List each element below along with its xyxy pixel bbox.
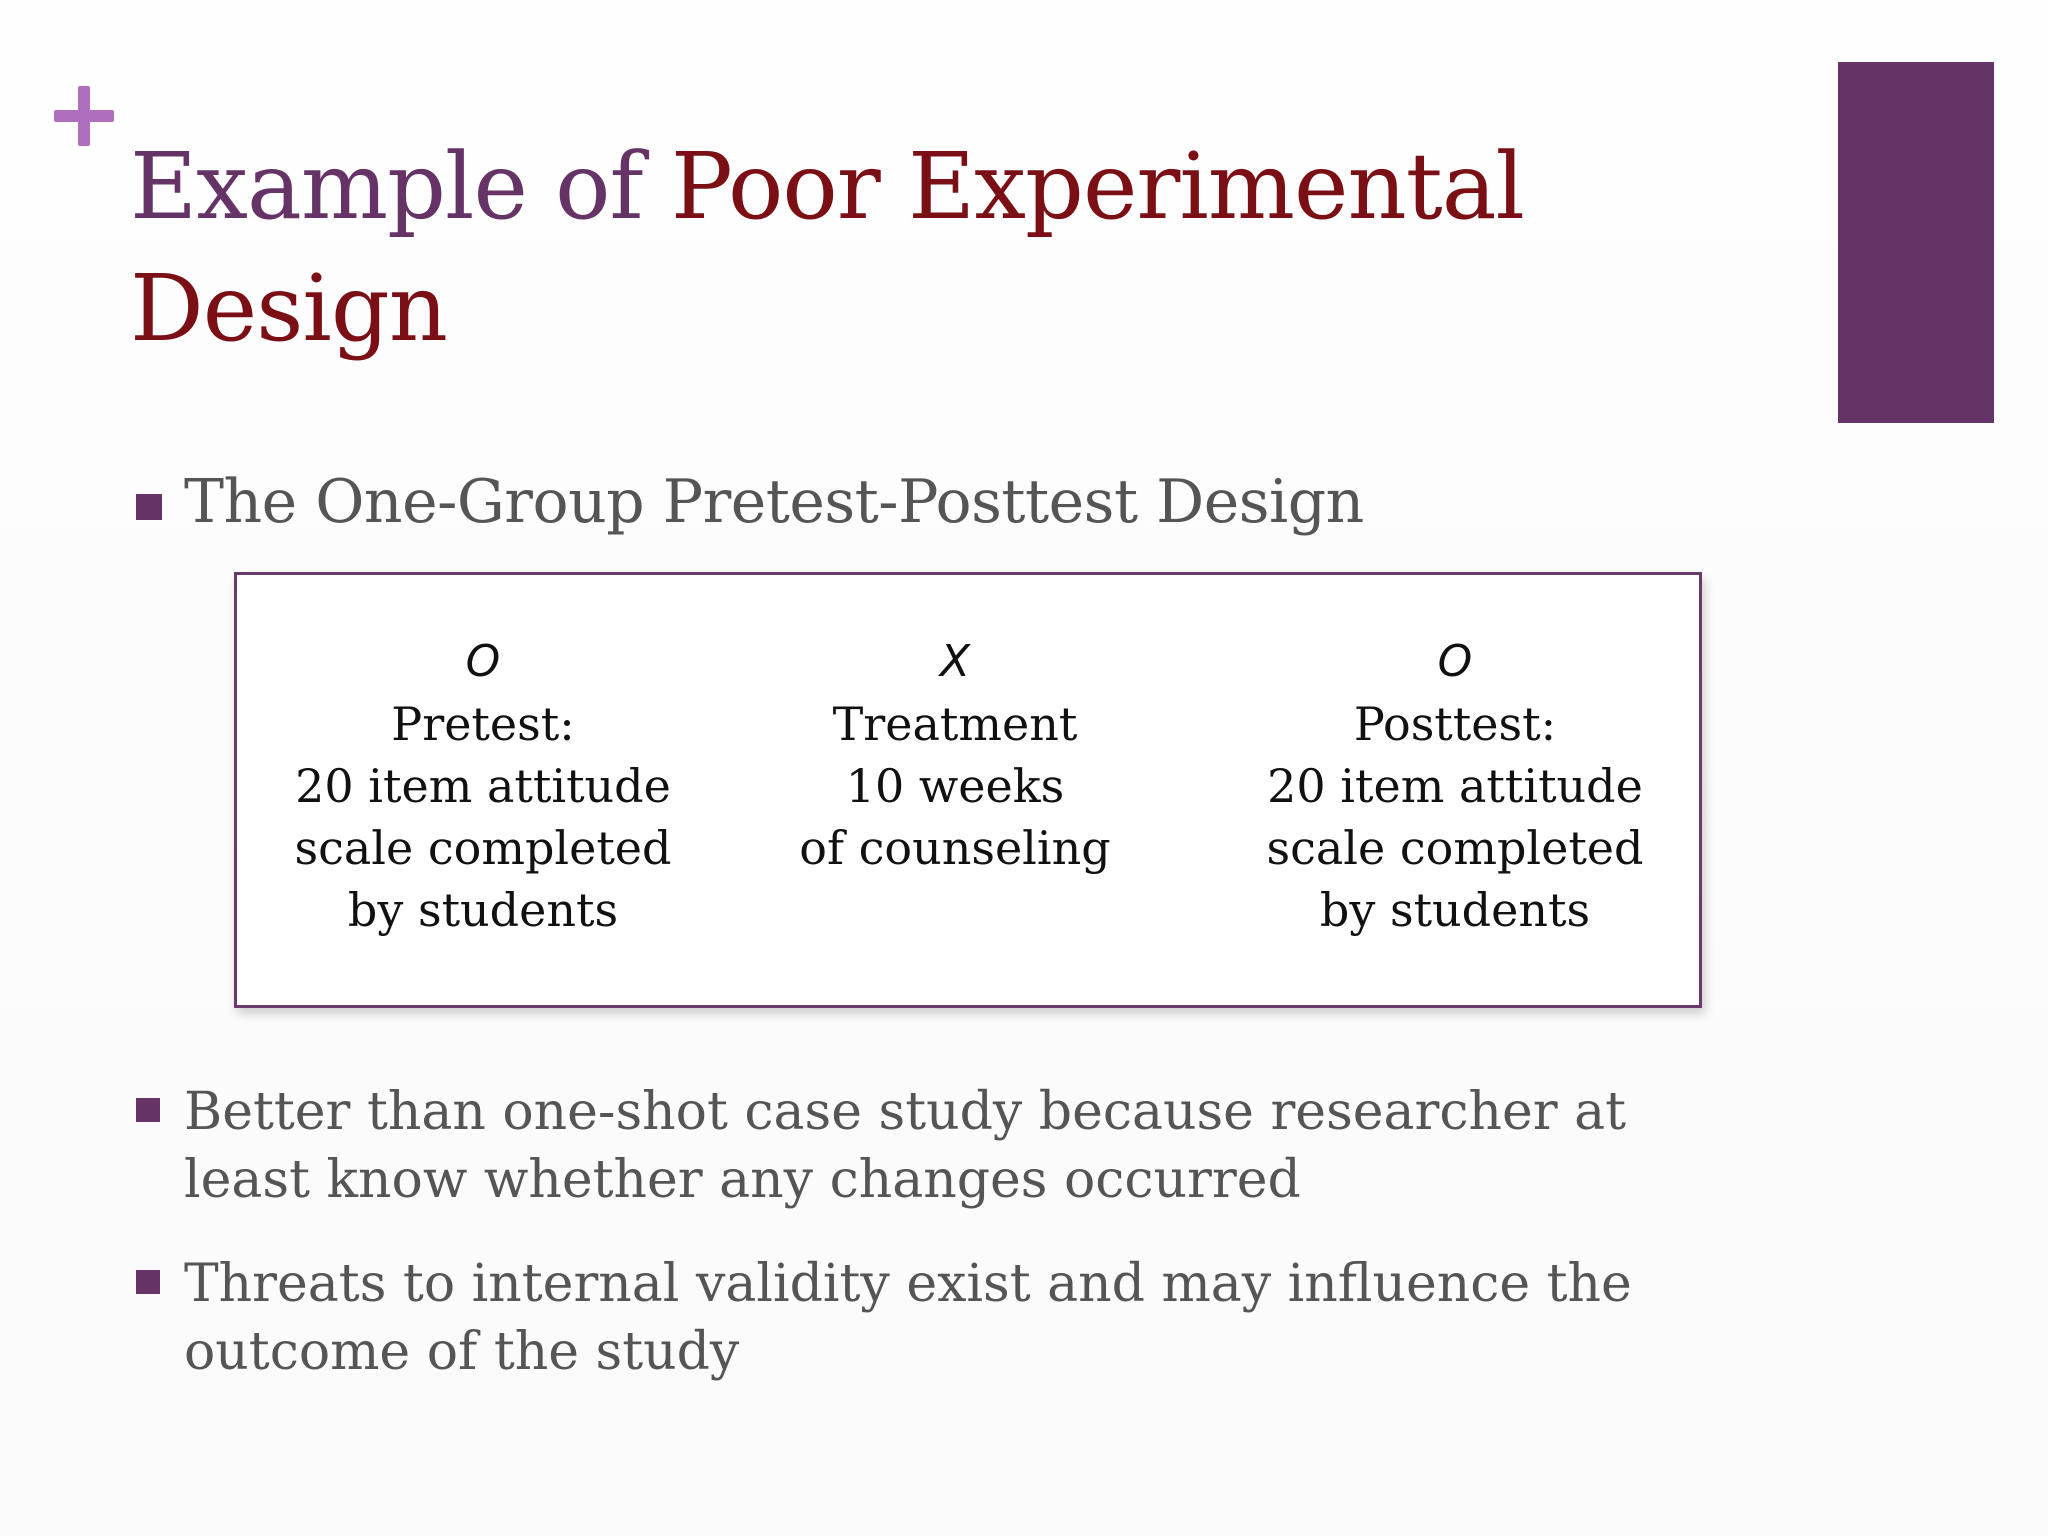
plus-icon: [54, 86, 114, 146]
bullet-text: Better than one-shot case study because …: [184, 1082, 1627, 1210]
title-part-1: Example of: [130, 133, 671, 240]
slide-title: Example of Poor Experimental Design: [130, 126, 1790, 370]
title-part-2: Poor Experimental Design: [130, 133, 1525, 362]
bullet-text: Threats to internal validity exist and m…: [184, 1254, 1632, 1382]
pretest-column: O Pretest: 20 item attitude scale comple…: [263, 631, 703, 941]
observation-symbol: O: [465, 636, 501, 687]
square-bullet-icon: [136, 494, 162, 520]
design-diagram: O Pretest: 20 item attitude scale comple…: [234, 572, 1702, 1008]
subheading: The One-Group Pretest-Posttest Design: [184, 467, 1364, 537]
accent-bar: [1838, 62, 1994, 423]
column-line: Treatment: [832, 697, 1078, 751]
column-line: 20 item attitude: [1267, 759, 1643, 813]
posttest-column: O Posttest: 20 item attitude scale compl…: [1235, 631, 1675, 941]
column-line: of counseling: [799, 821, 1111, 875]
column-line: by students: [1319, 883, 1591, 937]
treatment-column: X Treatment 10 weeks of counseling: [735, 631, 1175, 879]
column-line: scale completed: [294, 821, 672, 875]
square-bullet-icon: [136, 1270, 160, 1294]
column-line: 20 item attitude: [295, 759, 671, 813]
column-line: 10 weeks: [845, 759, 1065, 813]
observation-symbol: O: [1437, 636, 1473, 687]
treatment-symbol: X: [939, 636, 971, 687]
column-line: scale completed: [1266, 821, 1644, 875]
column-line: Pretest:: [391, 697, 575, 751]
column-line: by students: [347, 883, 619, 937]
column-line: Posttest:: [1353, 697, 1557, 751]
square-bullet-icon: [136, 1098, 160, 1122]
